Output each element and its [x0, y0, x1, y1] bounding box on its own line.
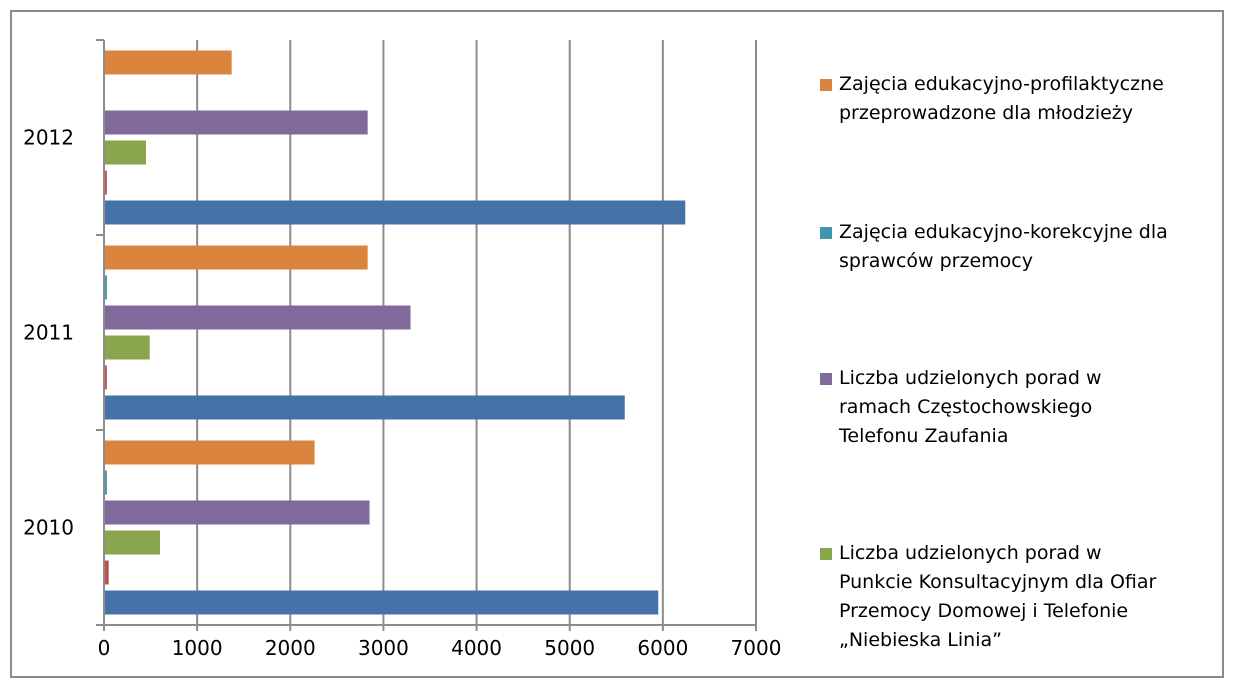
x-tick-label: 2000 [265, 636, 316, 660]
grid-lines [196, 40, 757, 625]
bar [105, 530, 160, 555]
legend-label: Zajęcia edukacyjno-korekcyjne dla sprawc… [839, 221, 1168, 272]
x-tick-label: 5000 [544, 636, 595, 660]
y-tick-label: 2012 [23, 126, 74, 150]
bar [105, 560, 109, 585]
bars [105, 50, 686, 615]
bar [105, 335, 150, 360]
bar [105, 200, 686, 225]
axes [96, 39, 757, 631]
x-tick-label: 3000 [358, 636, 409, 660]
legend-item-niebieska-linia: Liczba udzielonych porad w Punkcie Konsu… [820, 539, 1220, 655]
legend-label: Liczba udzielonych porad w Punkcie Konsu… [839, 542, 1157, 651]
x-tick-label: 0 [98, 636, 111, 660]
bar [105, 590, 659, 615]
legend-swatch [820, 373, 832, 385]
bar [105, 395, 625, 420]
legend-label: Zajęcia edukacyjno-profilaktyczne przepr… [839, 73, 1164, 124]
x-tick-label: 4000 [451, 636, 502, 660]
y-tick-label: 2011 [23, 321, 74, 345]
bar [105, 50, 232, 75]
tick-labels: 0 1000 2000 3000 4000 5000 6000 7000 2010 2011 201… [23, 126, 781, 661]
bar [105, 500, 370, 525]
bar [105, 440, 315, 465]
legend-item-profilaktyczne: Zajęcia edukacyjno-profilaktyczne przepr… [820, 70, 1220, 128]
legend-swatch [820, 79, 832, 91]
bar [105, 275, 107, 300]
x-tick-label: 7000 [731, 636, 782, 660]
bar [105, 110, 368, 135]
bar [105, 305, 411, 330]
legend-swatch [820, 227, 832, 239]
bar [105, 245, 368, 270]
legend-label: Liczba udzielonych porad w ramach Często… [839, 367, 1102, 447]
bar [105, 470, 107, 495]
bar [105, 140, 146, 165]
bar [105, 365, 107, 390]
legend-swatch [820, 548, 832, 560]
legend-item-telefon-zaufania: Liczba udzielonych porad w ramach Często… [820, 364, 1220, 451]
x-tick-label: 1000 [172, 636, 223, 660]
x-tick-label: 6000 [637, 636, 688, 660]
y-tick-label: 2010 [23, 516, 74, 540]
bar [105, 170, 107, 195]
legend-item-korekcyjne: Zajęcia edukacyjno-korekcyjne dla sprawc… [820, 218, 1220, 276]
